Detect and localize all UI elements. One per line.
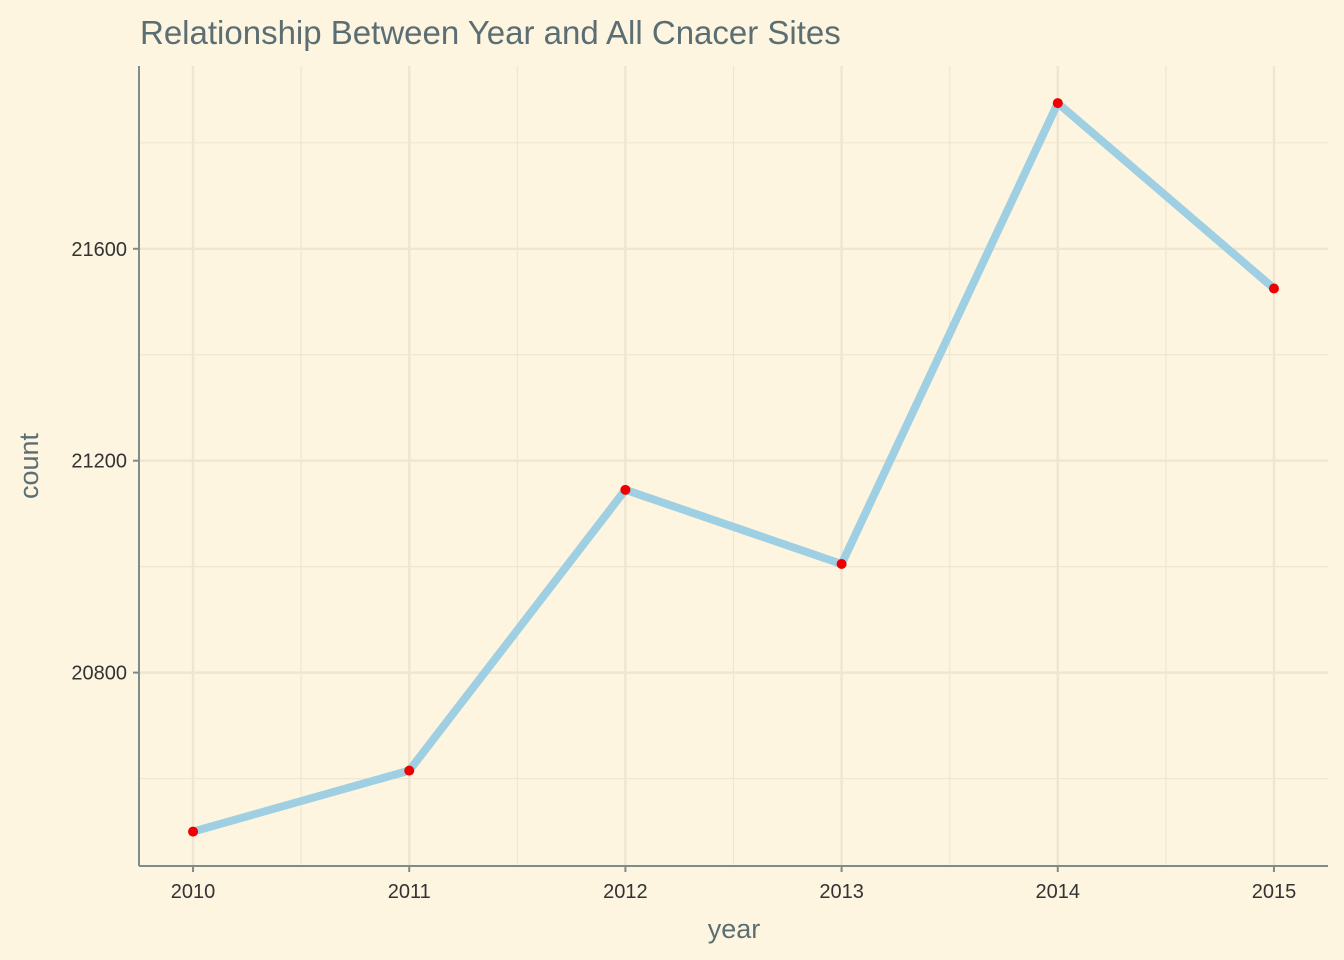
x-tick-label: 2013 <box>819 881 864 903</box>
y-tick-label: 21600 <box>71 239 127 261</box>
x-tick-label: 2010 <box>171 881 216 903</box>
x-tick-label: 2012 <box>603 881 648 903</box>
axes <box>133 66 1328 872</box>
x-tick-label: 2014 <box>1036 881 1081 903</box>
series-line <box>189 99 1278 836</box>
chart-title: Relationship Between Year and All Cnacer… <box>140 14 841 51</box>
data-point <box>404 765 415 776</box>
data-series <box>188 98 1279 837</box>
tick-labels: 20800 21200 21600 2010 2011 2012 2013 2014 2015 <box>71 239 1296 903</box>
x-tick-label: 2011 <box>388 881 431 903</box>
data-point <box>1052 98 1063 109</box>
data-point <box>620 484 631 495</box>
data-point <box>188 826 199 837</box>
x-tick-label: 2015 <box>1252 881 1297 903</box>
data-point <box>1268 283 1279 294</box>
y-tick-label: 20800 <box>71 663 127 685</box>
grid-lines <box>139 66 1328 866</box>
x-axis-title: year <box>708 914 761 944</box>
y-tick-label: 21200 <box>71 451 127 473</box>
y-axis-title: count <box>14 432 44 499</box>
data-point <box>836 559 847 570</box>
